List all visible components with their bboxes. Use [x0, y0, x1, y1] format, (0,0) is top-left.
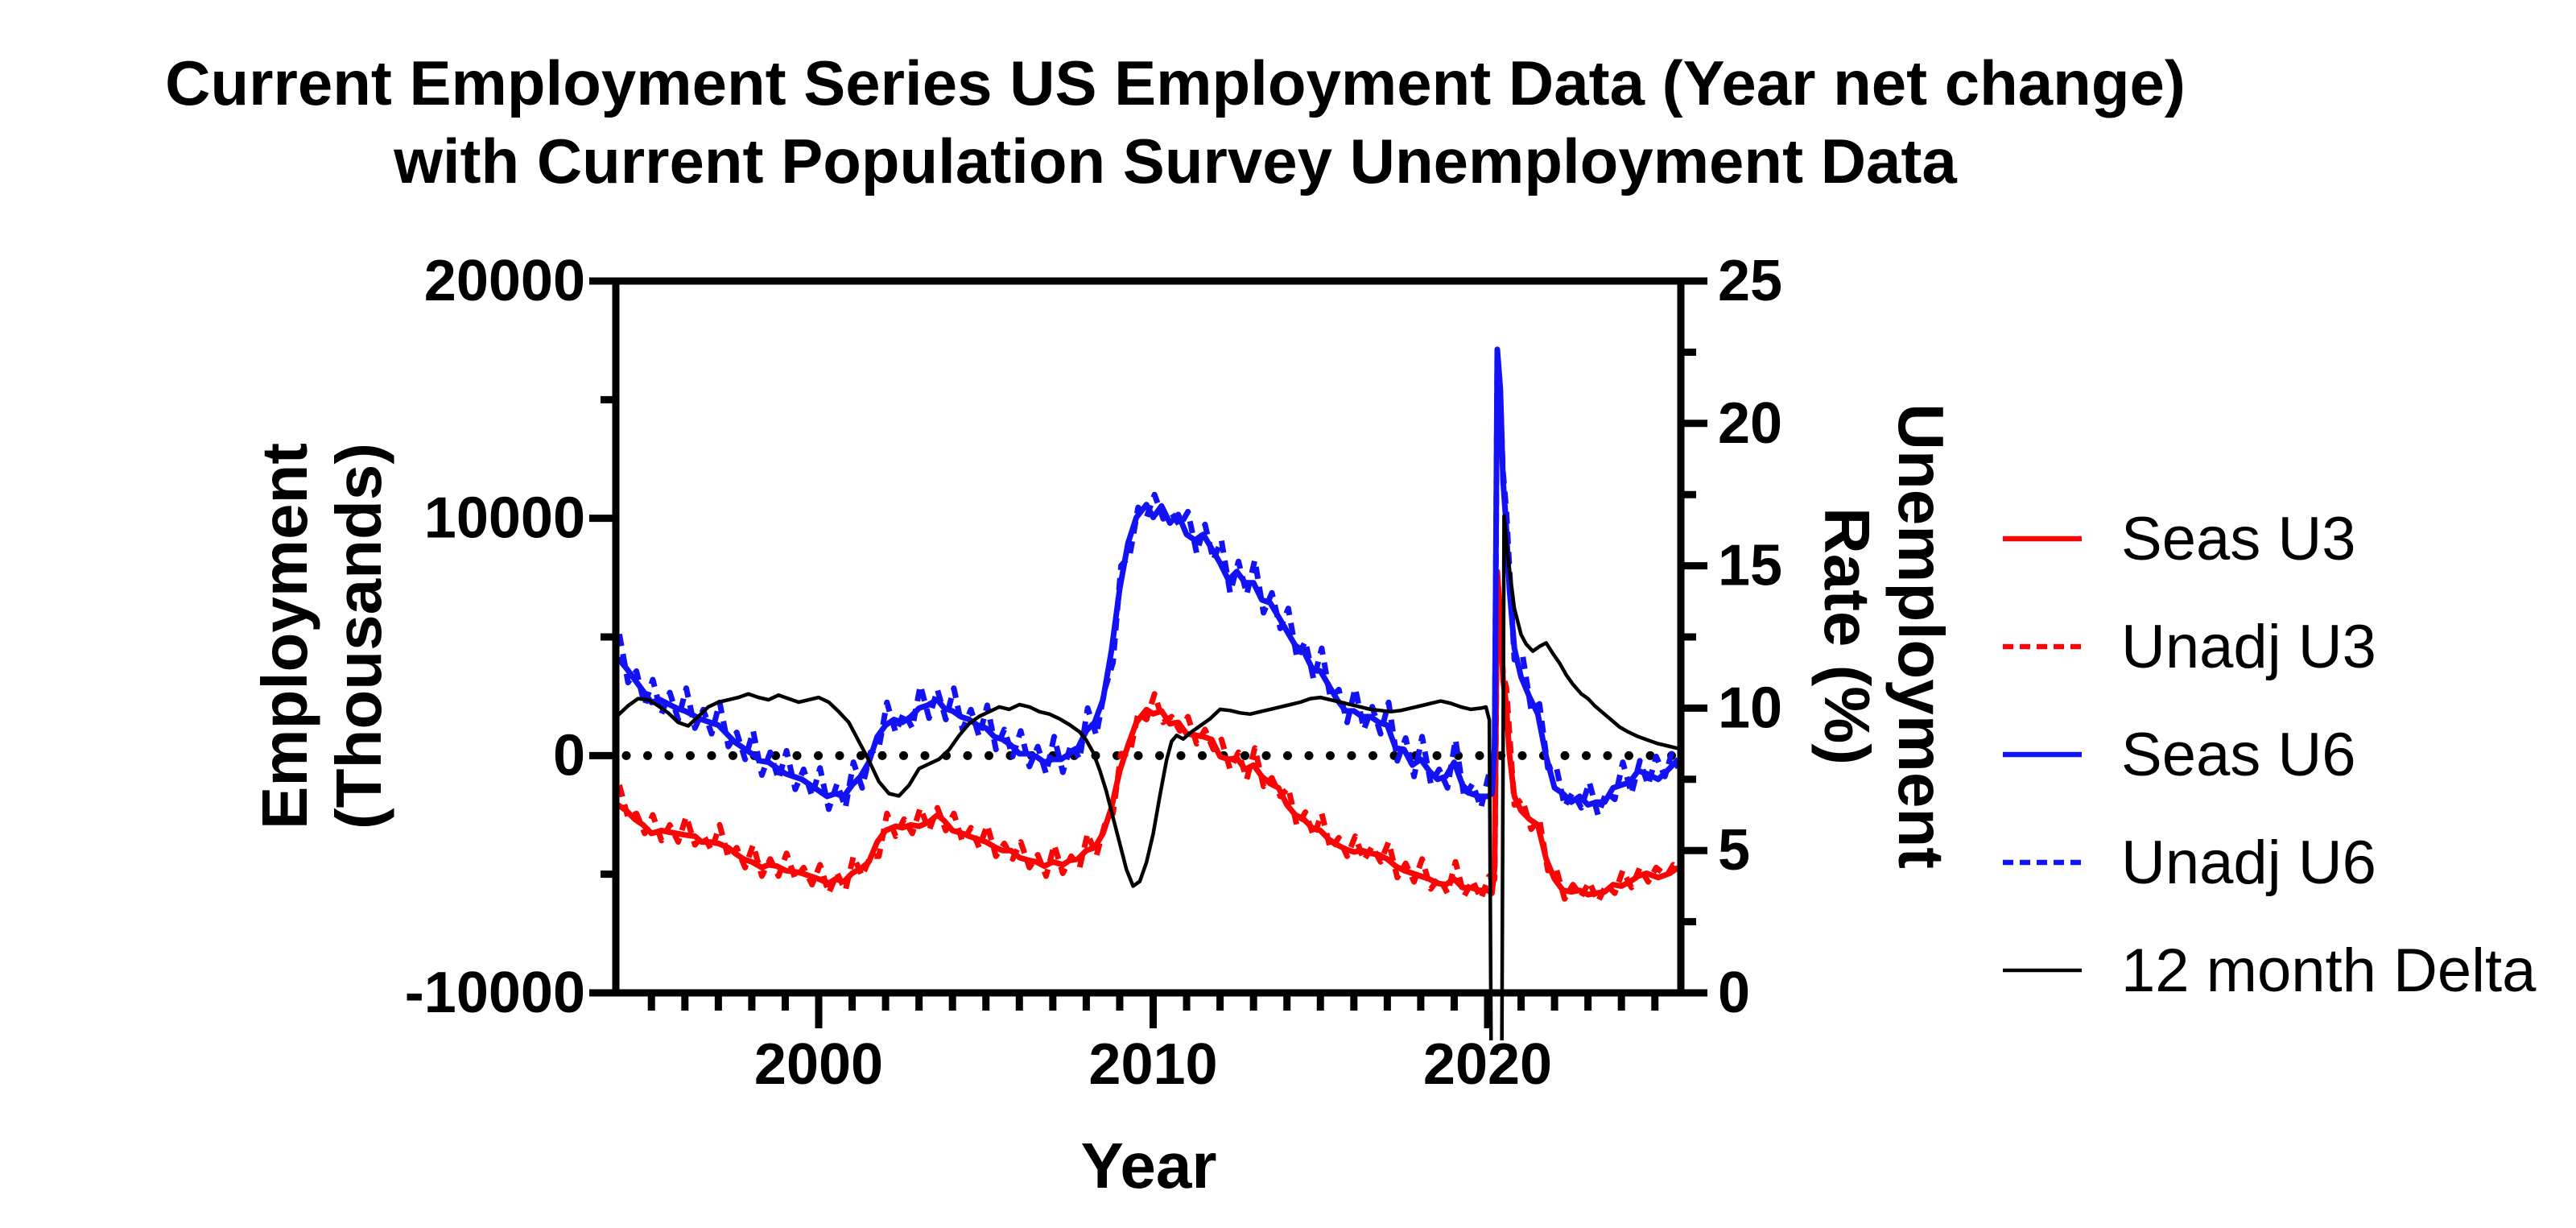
legend-label-seas-u3: Seas U3 [2121, 504, 2356, 573]
x-axis-tick-label: 2010 [1088, 1032, 1217, 1097]
left-axis-ticks: 20000 10000 0 -10000 [405, 249, 616, 1025]
left-axis-tick-label: 10000 [424, 486, 585, 551]
right-axis-tick-label: 5 [1718, 818, 1750, 883]
legend-item-delta: 12 month Delta [2002, 934, 2536, 1007]
x-axis-tick-label: 2000 [754, 1032, 883, 1097]
series-line-seas-u3 [616, 569, 1680, 898]
legend-swatch-unadj-u3 [2003, 643, 2082, 650]
right-axis-title: Unemployment Rate (%) [1810, 403, 1958, 869]
right-axis-title-line-1: Unemployment [1885, 403, 1957, 869]
x-axis-ticks: 2000 2010 2020 [647, 993, 1659, 1097]
right-axis-tick-label: 20 [1718, 391, 1782, 456]
legend-item-unadj-u6: Unadj U6 [2002, 826, 2376, 899]
right-axis-tick-label: 15 [1718, 534, 1782, 598]
chart-title: Current Employment Series US Employment … [0, 44, 2351, 201]
x-axis-title: Year [1080, 1130, 1217, 1201]
legend-swatch-delta [2003, 968, 2082, 973]
right-axis-ticks: 25 20 15 10 5 0 [1681, 249, 1782, 1025]
chart-title-line-2: with Current Population Survey Unemploym… [394, 126, 1957, 196]
legend-item-seas-u6: Seas U6 [2002, 718, 2356, 791]
left-axis-tick-label: 0 [553, 723, 585, 788]
zero-reference-dotted-line [621, 750, 1676, 760]
left-axis-tick-label: 20000 [424, 249, 585, 313]
legend-swatch-seas-u6 [2003, 751, 2082, 758]
legend-label-delta: 12 month Delta [2121, 936, 2537, 1005]
legend-swatch-seas-u3 [2003, 535, 2082, 542]
left-axis-tick-label: -10000 [405, 961, 585, 1025]
series-line-seas-u6 [616, 346, 1681, 808]
left-axis-title-line-1: Employment [249, 442, 320, 830]
series-line-unadj-u3 [617, 580, 1681, 905]
right-axis-tick-label: 25 [1718, 249, 1782, 313]
left-axis-title: Employment (Thousands) [248, 443, 396, 829]
right-axis-title-line-2: Rate (%) [1811, 506, 1883, 766]
legend-label-seas-u6: Seas U6 [2121, 720, 2356, 789]
left-axis-title-line-2: (Thousands) [323, 443, 394, 829]
legend-item-seas-u3: Seas U3 [2002, 502, 2356, 575]
series-line-delta [617, 514, 1679, 1040]
chart-title-line-1: Current Employment Series US Employment … [165, 48, 2186, 118]
right-axis-tick-label: 0 [1718, 961, 1750, 1025]
legend-label-unadj-u6: Unadj U6 [2121, 828, 2376, 897]
right-axis-tick-label: 10 [1718, 676, 1782, 740]
legend-item-unadj-u3: Unadj U3 [2002, 610, 2376, 683]
legend-swatch-unadj-u6 [2003, 859, 2082, 866]
x-axis-tick-label: 2020 [1423, 1032, 1552, 1097]
series-line-unadj-u6 [616, 355, 1681, 818]
legend-label-unadj-u3: Unadj U3 [2121, 612, 2376, 681]
